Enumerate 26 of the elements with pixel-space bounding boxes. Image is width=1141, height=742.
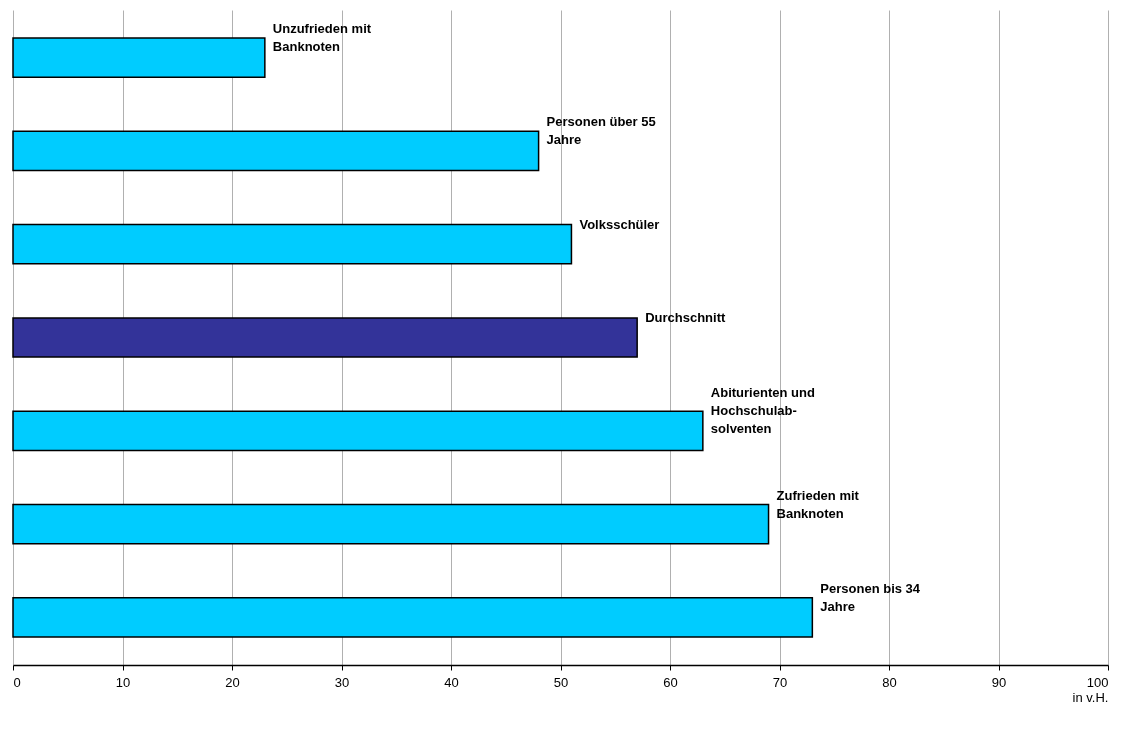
bar xyxy=(12,130,540,172)
x-tick-label: 40 xyxy=(444,674,459,690)
bar xyxy=(12,410,704,452)
bar xyxy=(12,503,770,545)
x-axis-title: in v.H. xyxy=(1072,689,1109,705)
y-tick-label: Zufrieden mit Banknoten xyxy=(776,487,860,521)
x-tick-label: 90 xyxy=(991,674,1007,690)
y-tick-label: Abiturienten und Hochschulab- solventen xyxy=(710,385,815,437)
x-tick-label: 20 xyxy=(225,674,240,690)
y-tick-label: Volksschüler xyxy=(579,216,660,232)
x-tick-label: 10 xyxy=(115,674,131,690)
x-tick-label: 100 xyxy=(1086,674,1109,690)
x-tick-label: 70 xyxy=(772,674,788,690)
x-tick-label: 50 xyxy=(553,674,569,690)
bar xyxy=(12,37,266,78)
x-tick-label: 0 xyxy=(13,674,21,690)
x-tick-label: 80 xyxy=(882,674,897,690)
bar xyxy=(12,597,814,638)
y-tick-label: Durchschnitt xyxy=(645,309,726,325)
bar xyxy=(12,317,638,358)
y-tick-label: Personen bis 34 Jahre xyxy=(820,580,921,614)
x-tick-label: 30 xyxy=(334,674,350,690)
bar xyxy=(12,223,573,265)
y-tick-label: Personen über 55 Jahre xyxy=(546,114,656,148)
y-tick-label: Unzufrieden mit Banknoten xyxy=(272,20,372,54)
x-tick-label: 60 xyxy=(663,674,678,690)
